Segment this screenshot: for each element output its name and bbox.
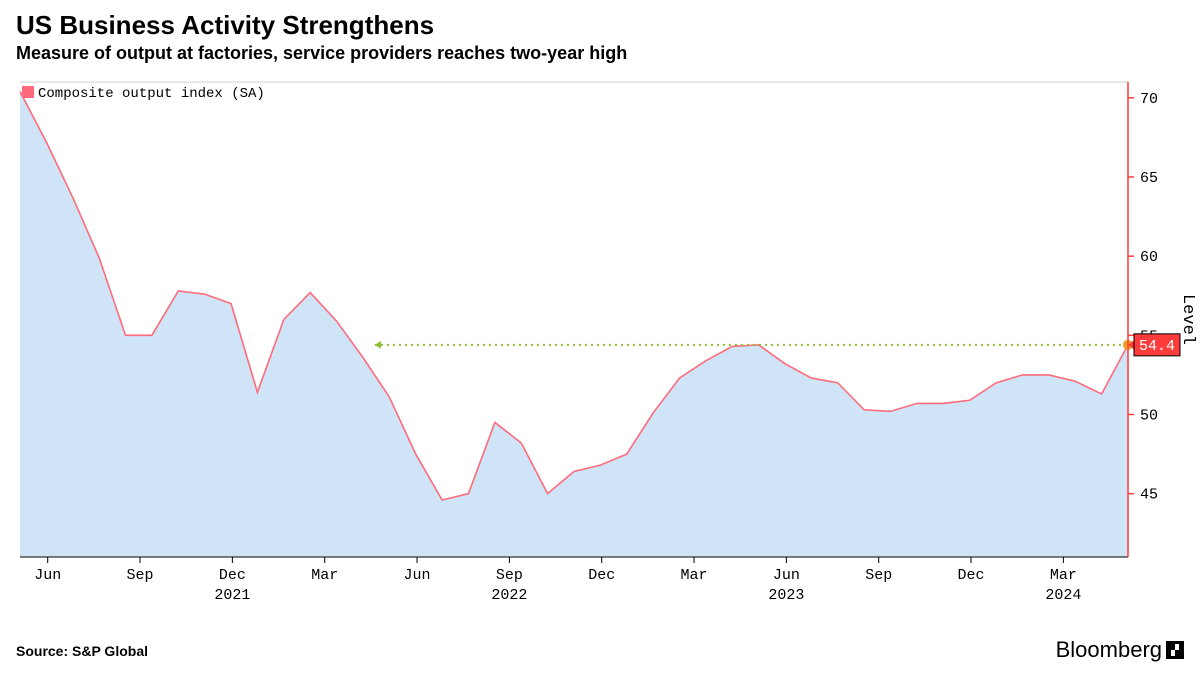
x-year-label: 2022 <box>491 587 527 604</box>
series-area <box>20 92 1128 558</box>
callout-value: 54.4 <box>1139 338 1175 355</box>
x-tick-label: Jun <box>773 567 800 584</box>
x-tick-label: Mar <box>681 567 708 584</box>
y-tick-label: 60 <box>1140 249 1158 266</box>
x-tick-label: Sep <box>127 567 154 584</box>
brand-text: Bloomberg <box>1056 637 1162 663</box>
brand-icon <box>1166 641 1184 659</box>
source-text: Source: S&P Global <box>16 643 148 659</box>
x-tick-label: Mar <box>311 567 338 584</box>
x-tick-label: Dec <box>958 567 985 584</box>
x-tick-label: Dec <box>588 567 615 584</box>
y-tick-label: 70 <box>1140 91 1158 108</box>
x-tick-label: Mar <box>1050 567 1077 584</box>
y-tick-label: 50 <box>1140 408 1158 425</box>
x-year-label: 2024 <box>1045 587 1081 604</box>
legend-label: Composite output index (SA) <box>38 86 265 102</box>
x-tick-label: Sep <box>496 567 523 584</box>
reference-arrow-icon <box>375 341 381 349</box>
y-axis-title: Level <box>1178 294 1197 345</box>
x-tick-label: Sep <box>865 567 892 584</box>
x-year-label: 2023 <box>768 587 804 604</box>
x-tick-label: Jun <box>404 567 431 584</box>
x-year-label: 2021 <box>214 587 250 604</box>
chart-title: US Business Activity Strengthens <box>0 0 1200 41</box>
chart-area: Jun Sep Dec Mar Jun Sep Dec Mar Jun Sep Dec Mar 2021… <box>16 76 1200 613</box>
y-tick-label: 45 <box>1140 487 1158 504</box>
chart-subtitle: Measure of output at factories, service … <box>0 41 1200 72</box>
brand-logo: Bloomberg <box>1056 637 1184 663</box>
x-tick-label: Dec <box>219 567 246 584</box>
y-tick-label: 65 <box>1140 170 1158 187</box>
legend-swatch <box>22 86 34 98</box>
x-tick-label: Jun <box>34 567 61 584</box>
